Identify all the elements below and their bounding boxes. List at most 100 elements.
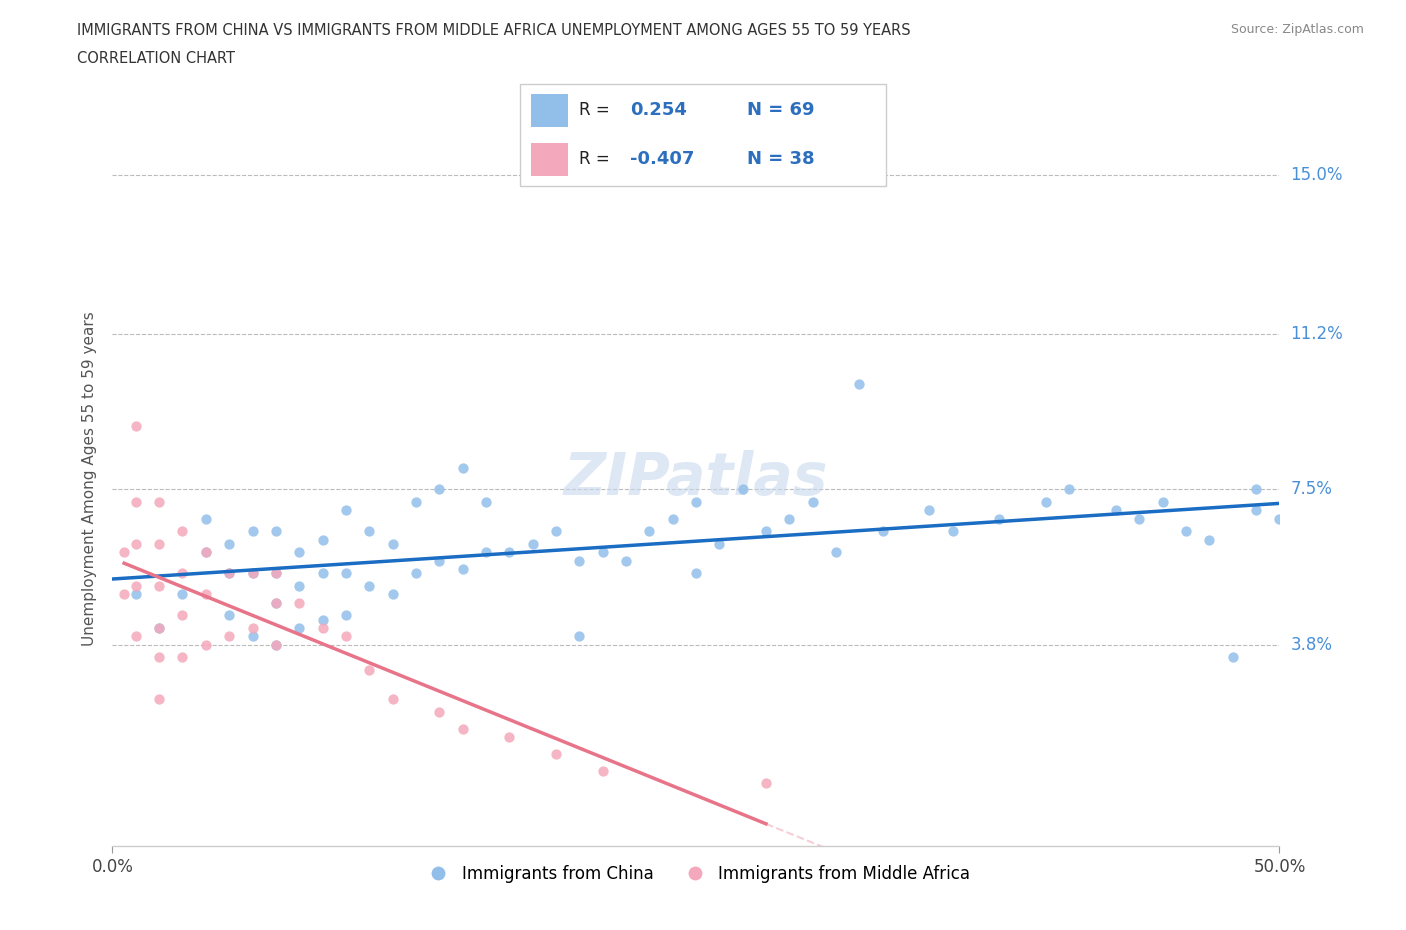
- Point: [498, 730, 520, 745]
- Point: [592, 545, 614, 560]
- Point: [451, 722, 474, 737]
- Point: [381, 587, 404, 602]
- Point: [614, 553, 637, 568]
- Point: [661, 512, 683, 526]
- Point: [359, 662, 381, 677]
- Point: [311, 620, 333, 635]
- Point: [218, 566, 240, 581]
- Point: [1059, 482, 1081, 497]
- Point: [335, 503, 357, 518]
- Point: [242, 524, 264, 538]
- Point: [288, 595, 311, 610]
- Text: 0.254: 0.254: [630, 101, 686, 119]
- Point: [194, 545, 217, 560]
- Point: [172, 587, 194, 602]
- Point: [148, 620, 170, 635]
- Point: [288, 545, 311, 560]
- Point: [427, 482, 450, 497]
- Point: [475, 545, 498, 560]
- Point: [568, 629, 591, 644]
- Text: ZIPatlas: ZIPatlas: [564, 450, 828, 508]
- Point: [148, 537, 170, 551]
- Point: [148, 650, 170, 665]
- Text: N = 38: N = 38: [747, 151, 814, 168]
- Point: [498, 545, 520, 560]
- Point: [311, 532, 333, 547]
- Point: [755, 776, 778, 790]
- Point: [148, 578, 170, 593]
- Point: [1105, 503, 1128, 518]
- Text: 15.0%: 15.0%: [1291, 166, 1343, 183]
- Point: [242, 620, 264, 635]
- Point: [685, 495, 707, 510]
- Point: [218, 608, 240, 623]
- Point: [638, 524, 661, 538]
- Point: [264, 595, 287, 610]
- Point: [125, 629, 148, 644]
- Text: CORRELATION CHART: CORRELATION CHART: [77, 51, 235, 66]
- Point: [335, 566, 357, 581]
- Point: [1175, 524, 1198, 538]
- Point: [801, 495, 824, 510]
- Point: [1035, 495, 1057, 510]
- Point: [544, 524, 567, 538]
- Point: [381, 537, 404, 551]
- Point: [451, 461, 474, 476]
- Point: [685, 566, 707, 581]
- Point: [125, 587, 148, 602]
- Point: [218, 629, 240, 644]
- Y-axis label: Unemployment Among Ages 55 to 59 years: Unemployment Among Ages 55 to 59 years: [82, 312, 97, 646]
- Point: [427, 705, 450, 720]
- Point: [918, 503, 941, 518]
- FancyBboxPatch shape: [520, 84, 886, 186]
- Text: Source: ZipAtlas.com: Source: ZipAtlas.com: [1230, 23, 1364, 36]
- Point: [451, 562, 474, 577]
- Point: [942, 524, 965, 538]
- Point: [335, 629, 357, 644]
- Point: [264, 595, 287, 610]
- Point: [194, 587, 217, 602]
- Text: 7.5%: 7.5%: [1291, 481, 1333, 498]
- Point: [288, 620, 311, 635]
- Point: [848, 377, 870, 392]
- Point: [592, 764, 614, 778]
- Point: [311, 612, 333, 627]
- Point: [311, 566, 333, 581]
- Point: [172, 608, 194, 623]
- Point: [218, 537, 240, 551]
- Point: [148, 692, 170, 707]
- Point: [1128, 512, 1150, 526]
- Point: [172, 566, 194, 581]
- Text: N = 69: N = 69: [747, 101, 814, 119]
- Point: [194, 637, 217, 652]
- Point: [264, 637, 287, 652]
- Point: [264, 524, 287, 538]
- Point: [264, 566, 287, 581]
- Point: [872, 524, 894, 538]
- Point: [568, 553, 591, 568]
- Point: [1152, 495, 1174, 510]
- Point: [778, 512, 800, 526]
- Point: [125, 419, 148, 434]
- Point: [1244, 503, 1267, 518]
- Point: [405, 495, 427, 510]
- Point: [1222, 650, 1244, 665]
- Text: R =: R =: [579, 101, 609, 119]
- Text: 3.8%: 3.8%: [1291, 636, 1333, 654]
- Point: [288, 578, 311, 593]
- Point: [1268, 512, 1291, 526]
- Point: [1244, 482, 1267, 497]
- Point: [522, 537, 544, 551]
- Point: [1198, 532, 1220, 547]
- Point: [112, 545, 135, 560]
- FancyBboxPatch shape: [531, 94, 568, 126]
- FancyBboxPatch shape: [531, 143, 568, 176]
- Point: [427, 553, 450, 568]
- Point: [359, 578, 381, 593]
- Point: [218, 566, 240, 581]
- Point: [381, 692, 404, 707]
- Text: R =: R =: [579, 151, 609, 168]
- Point: [242, 566, 264, 581]
- Point: [825, 545, 848, 560]
- Point: [359, 524, 381, 538]
